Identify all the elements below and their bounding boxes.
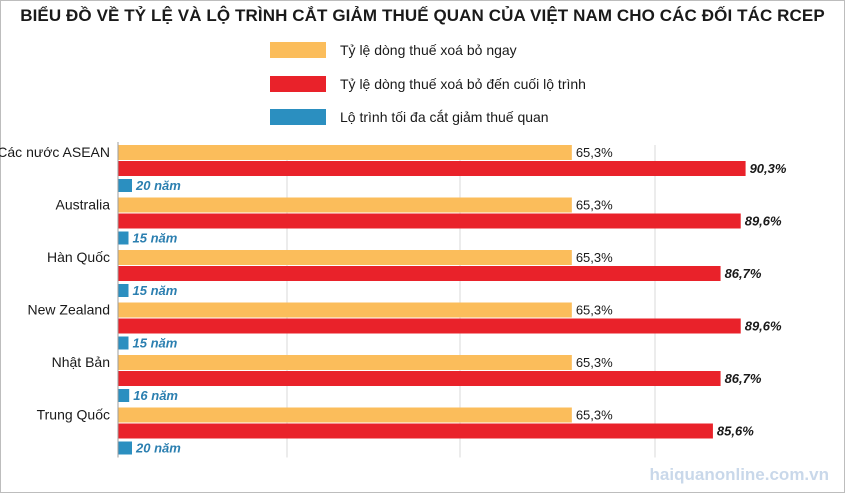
bar-end-roadmap-cat-2 <box>118 266 721 281</box>
legend-swatch-immediate <box>270 42 326 58</box>
bar-end-roadmap-cat-5 <box>118 423 713 439</box>
category-label-cat-2: Hàn Quốc <box>47 249 110 265</box>
label-immediate-cat-4: 65,3% <box>576 355 613 370</box>
bar-immediate-cat-3 <box>118 302 572 318</box>
label-max-roadmap-cat-0: 20 năm <box>135 178 181 193</box>
legend-item-immediate: Tỷ lệ dòng thuế xoá bỏ ngay <box>270 40 630 60</box>
category-label-cat-5: Trung Quốc <box>37 407 110 423</box>
category-label-cat-3: New Zealand <box>28 302 111 318</box>
bar-max-roadmap-cat-4 <box>118 389 130 402</box>
label-end-roadmap-cat-4: 86,7% <box>725 371 762 386</box>
bar-max-roadmap-cat-0 <box>118 179 132 192</box>
label-immediate-cat-1: 65,3% <box>576 198 613 213</box>
label-end-roadmap-cat-3: 89,6% <box>745 319 782 334</box>
category-label-cat-1: Australia <box>56 197 111 213</box>
bar-immediate-cat-4 <box>118 355 572 370</box>
bar-immediate-cat-2 <box>118 250 572 265</box>
label-immediate-cat-2: 65,3% <box>576 250 613 265</box>
label-immediate-cat-3: 65,3% <box>576 303 613 318</box>
legend-label-immediate: Tỷ lệ dòng thuế xoá bỏ ngay <box>340 42 517 58</box>
label-end-roadmap-cat-2: 86,7% <box>725 266 762 281</box>
bar-end-roadmap-cat-0 <box>118 161 746 176</box>
bar-end-roadmap-cat-1 <box>118 213 741 229</box>
bar-immediate-cat-5 <box>118 407 572 423</box>
bar-max-roadmap-cat-1 <box>118 231 129 245</box>
label-end-roadmap-cat-5: 85,6% <box>717 424 754 439</box>
label-max-roadmap-cat-3: 15 năm <box>133 336 178 351</box>
chart-title: BIỂU ĐỒ VỀ TỶ LỆ VÀ LỘ TRÌNH CẮT GIẢM TH… <box>20 6 825 25</box>
bar-immediate-cat-0 <box>118 145 572 160</box>
label-max-roadmap-cat-4: 16 năm <box>133 388 178 403</box>
label-max-roadmap-cat-2: 15 năm <box>133 283 178 298</box>
label-max-roadmap-cat-1: 15 năm <box>133 231 178 246</box>
legend-item-max-roadmap: Lộ trình tối đa cắt giảm thuế quan <box>270 107 630 127</box>
bar-immediate-cat-1 <box>118 197 572 213</box>
category-label-cat-4: Nhật Bản <box>52 354 110 370</box>
bar-max-roadmap-cat-5 <box>118 441 132 455</box>
category-label-cat-0: Các nước ASEAN <box>0 144 110 160</box>
label-max-roadmap-cat-5: 20 năm <box>135 441 181 456</box>
source-watermark: haiquanonline.com.vn <box>649 465 829 484</box>
label-immediate-cat-5: 65,3% <box>576 408 613 423</box>
bar-max-roadmap-cat-2 <box>118 284 129 297</box>
bar-end-roadmap-cat-3 <box>118 318 741 334</box>
legend-label-max-roadmap: Lộ trình tối đa cắt giảm thuế quan <box>340 109 549 125</box>
bar-max-roadmap-cat-3 <box>118 336 129 350</box>
label-end-roadmap-cat-1: 89,6% <box>745 214 782 229</box>
label-end-roadmap-cat-0: 90,3% <box>750 161 787 176</box>
legend-swatch-max-roadmap <box>270 109 326 125</box>
legend-item-end-roadmap: Tỷ lệ dòng thuế xoá bỏ đến cuối lộ trình <box>270 74 630 94</box>
label-immediate-cat-0: 65,3% <box>576 145 613 160</box>
legend-swatch-end-roadmap <box>270 76 326 92</box>
bar-end-roadmap-cat-4 <box>118 371 721 386</box>
legend-label-end-roadmap: Tỷ lệ dòng thuế xoá bỏ đến cuối lộ trình <box>340 76 586 92</box>
